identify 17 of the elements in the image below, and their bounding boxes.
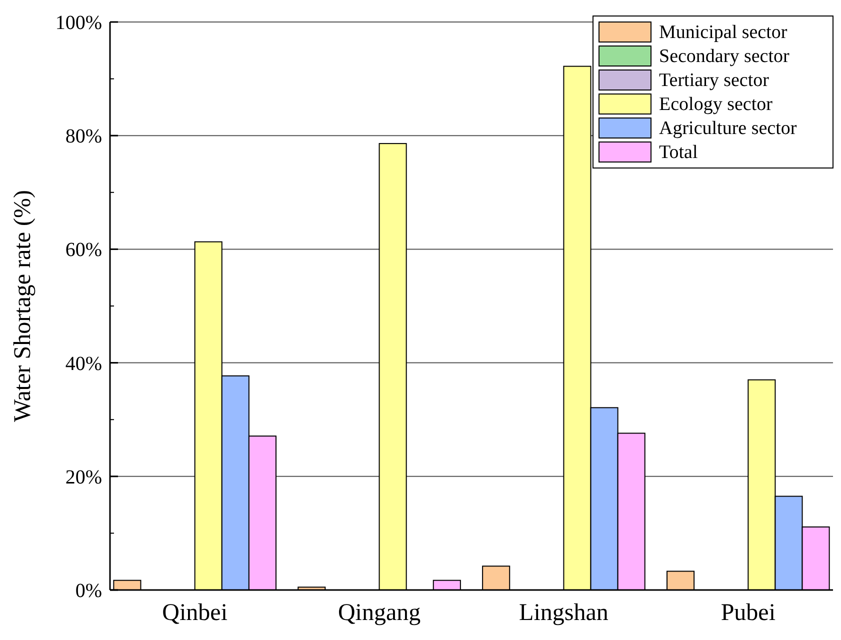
legend-label: Tertiary sector (659, 70, 770, 91)
legend-label: Municipal sector (659, 22, 788, 43)
x-tick-label: Qingang (338, 600, 421, 626)
legend-label: Agriculture sector (659, 118, 798, 139)
x-tick-label: Lingshan (519, 600, 608, 626)
x-tick-label: Qinbei (162, 600, 228, 626)
x-tick-label: Pubei (720, 600, 776, 626)
legend-label: Ecology sector (659, 94, 774, 115)
y-tick-label: 40% (65, 352, 102, 375)
y-axis-title: Water Shortage rate (%) (10, 190, 36, 422)
y-tick-label: 100% (55, 12, 102, 34)
y-tick-label: 20% (65, 466, 102, 488)
y-tick-label: 0% (75, 580, 102, 602)
y-tick-label: 80% (65, 126, 102, 148)
legend-label: Total (659, 142, 698, 163)
legend-label: Secondary sector (659, 46, 790, 67)
y-tick-label: 60% (65, 239, 102, 262)
